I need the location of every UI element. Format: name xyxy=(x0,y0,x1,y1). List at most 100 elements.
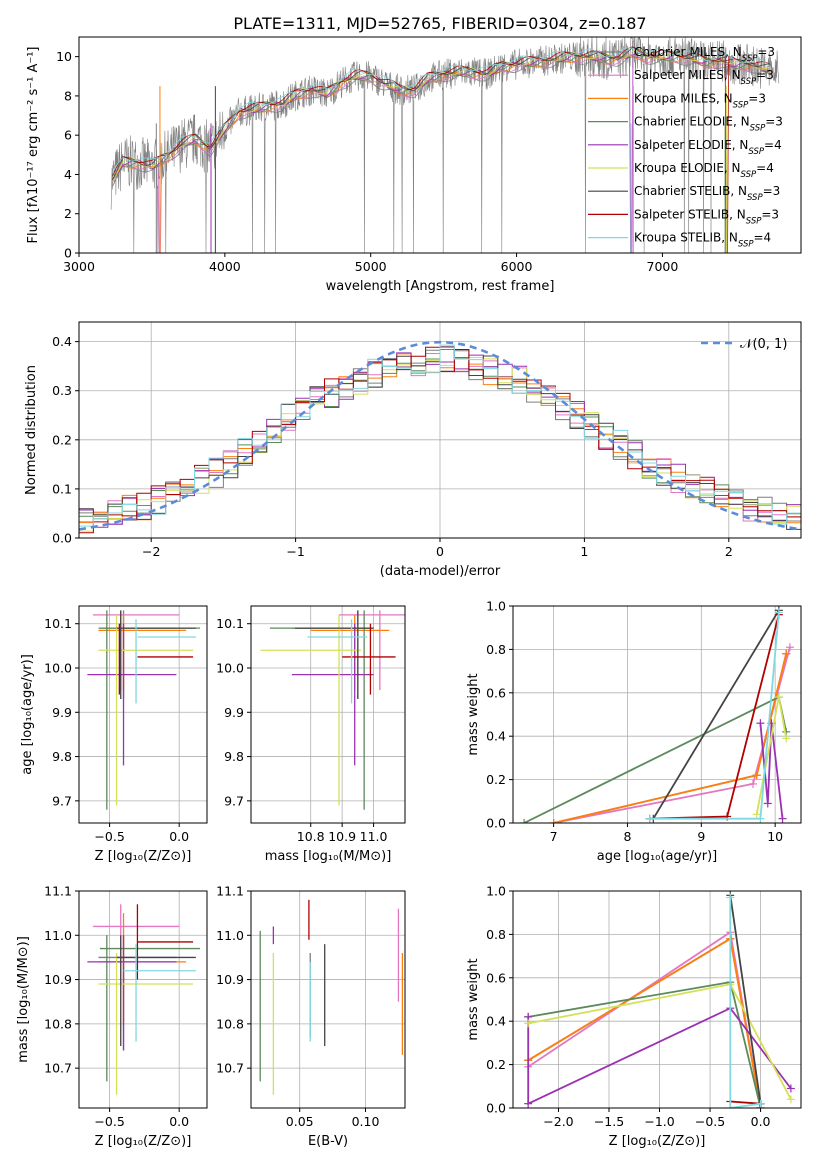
errorbar-point xyxy=(135,619,196,704)
plot-area xyxy=(520,606,794,823)
x-axis-label: Z [log₁₀(Z/Z⊙)] xyxy=(95,849,192,864)
axes-spectrum: 3000 4000 5000 6000 7000 0 2 4 6 8 10 wavelength [A… xyxy=(26,36,802,294)
errorbar-point xyxy=(123,944,196,1042)
weight-marker xyxy=(524,1099,533,1108)
plot-area xyxy=(260,610,405,810)
y-tick-label: 0.6 xyxy=(486,685,506,700)
plot-area xyxy=(259,899,404,1095)
axes-frame xyxy=(250,890,406,1109)
y-tick-label: 10.1 xyxy=(44,616,72,631)
x-tick-label: −1 xyxy=(286,544,304,559)
grid xyxy=(79,890,207,1108)
axes-frame xyxy=(78,890,208,1109)
weight-marker xyxy=(774,693,783,702)
y-tick-label: 0.0 xyxy=(486,816,506,831)
x-tick-label: −0.5 xyxy=(94,1114,124,1129)
y-axis-label: Flux [fλ10⁻¹⁷ erg cm⁻² s⁻¹ A⁻¹] xyxy=(26,47,41,244)
residuals-legend: 𝒩(0, 1) xyxy=(701,337,787,352)
errorbar-point xyxy=(307,619,368,704)
y-tick-label: 0.6 xyxy=(486,970,506,985)
frame: −0.5 0.0 10.7 10.8 10.9 11.0 11.1 Z [log₁₀(Z/Z⊙… xyxy=(16,884,208,1149)
x-tick-label: −1.5 xyxy=(594,1114,624,1129)
x-tick-label: 8 xyxy=(623,829,631,844)
plot-area xyxy=(87,610,201,810)
x-tick-label: −0.5 xyxy=(695,1114,725,1129)
weight-series-line xyxy=(523,695,788,823)
y-axis-label: mass weight xyxy=(466,958,481,1040)
y-tick-label: 0.4 xyxy=(486,729,506,744)
axes-frame xyxy=(78,36,802,254)
weight-marker xyxy=(726,893,735,902)
model-line xyxy=(112,49,770,182)
x-tick-label: 5000 xyxy=(355,259,387,274)
y-tick-label: 10.0 xyxy=(216,661,244,676)
y-tick-label: 11.1 xyxy=(216,884,244,899)
errorbar-point xyxy=(310,614,390,691)
y-tick-label: 11.1 xyxy=(44,884,72,899)
weight-marker xyxy=(726,1104,735,1108)
x-tick-label: −2 xyxy=(142,544,160,559)
y-tick-label: 10.9 xyxy=(216,972,244,987)
legend-label: 𝒩(0, 1) xyxy=(740,337,787,352)
weight-marker xyxy=(782,649,791,658)
weight-series-line xyxy=(553,646,791,823)
figure-title: PLATE=1311, MJD=52765, FIBERID=0304, z=0… xyxy=(233,14,646,33)
errorbar-point xyxy=(99,935,201,1082)
weight-series-line xyxy=(652,609,780,820)
y-tick-label: 10.8 xyxy=(216,1016,244,1031)
y-axis-label: Normed distribution xyxy=(24,365,39,495)
y-tick-label: 0.4 xyxy=(486,1014,506,1029)
y-tick-label: 0 xyxy=(64,246,72,261)
frame: −2 −1 0 1 2 0.0 0.1 0.2 0.3 0.4 (data-model)/error… xyxy=(24,321,802,579)
x-tick-label: 0.0 xyxy=(169,1114,189,1129)
errorbar-point xyxy=(99,610,201,810)
x-tick-label: 4000 xyxy=(209,259,241,274)
y-tick-label: 10.1 xyxy=(216,616,244,631)
y-tick-label: 2 xyxy=(64,206,72,221)
x-axis-label: wavelength [Angstrom, rest frame] xyxy=(326,279,555,294)
x-tick-label: 10 xyxy=(767,829,783,844)
axes-age-vs-Z: −0.5 0.0 9.7 9.8 9.9 10.0 10.1 Z [log₁₀(Z/Z⊙)] a… xyxy=(20,605,208,864)
y-tick-label: 10.8 xyxy=(44,1016,72,1031)
errorbar-point xyxy=(87,623,177,766)
model-line xyxy=(112,55,770,180)
frame: 3000 4000 5000 6000 7000 0 2 4 6 8 10 wavelength [A… xyxy=(26,36,802,294)
y-tick-label: 10 xyxy=(56,49,72,64)
x-axis-label: E(B-V) xyxy=(308,1134,348,1149)
weight-series-line xyxy=(527,937,762,1108)
x-tick-label: 7 xyxy=(550,829,558,844)
x-tick-label: −2.0 xyxy=(543,1114,573,1129)
errorbar-point xyxy=(98,614,187,691)
x-tick-label: 0.05 xyxy=(286,1114,314,1129)
errorbar-point xyxy=(98,953,194,1095)
y-tick-label: 9.7 xyxy=(224,793,244,808)
weight-series-line xyxy=(527,1007,792,1106)
weight-series-line xyxy=(759,723,784,819)
weight-series-line xyxy=(730,1100,761,1105)
x-tick-label: 10.9 xyxy=(328,829,356,844)
weight-marker xyxy=(645,814,654,823)
y-tick-label: 0.8 xyxy=(486,927,506,942)
y-axis-label: mass [log₁₀(M/M⊙)] xyxy=(16,936,31,1063)
axes-frame xyxy=(512,890,802,1109)
y-tick-label: 11.0 xyxy=(216,928,244,943)
y-tick-label: 0.8 xyxy=(486,642,506,657)
y-tick-label: 9.7 xyxy=(52,793,72,808)
axes-frame xyxy=(78,605,208,824)
y-tick-label: 1.0 xyxy=(486,599,506,614)
axes-age-vs-mass: 10.8 10.9 11.0 9.7 9.8 9.9 10.0 10.1 mass [log₁₀… xyxy=(216,605,406,864)
y-axis-label: mass weight xyxy=(466,673,481,755)
grid xyxy=(251,606,405,823)
x-tick-label: 11.0 xyxy=(360,829,388,844)
errorbar-point xyxy=(291,623,374,766)
frame: 7 8 9 10 0.0 0.2 0.4 0.6 0.8 1.0 age [log₁₀(age/yr… xyxy=(466,599,802,864)
errorbar-point xyxy=(116,935,196,1046)
model-line xyxy=(112,47,770,173)
grid xyxy=(513,890,801,1109)
weight-series-line xyxy=(553,653,788,823)
weight-marker xyxy=(782,734,791,743)
axes-mass-vs-EBV: 0.05 0.10 10.7 10.8 10.9 11.0 11.1 E(B-V) xyxy=(216,884,406,1149)
x-tick-label: 0.10 xyxy=(352,1114,380,1129)
y-tick-label: 1.0 xyxy=(486,884,506,899)
